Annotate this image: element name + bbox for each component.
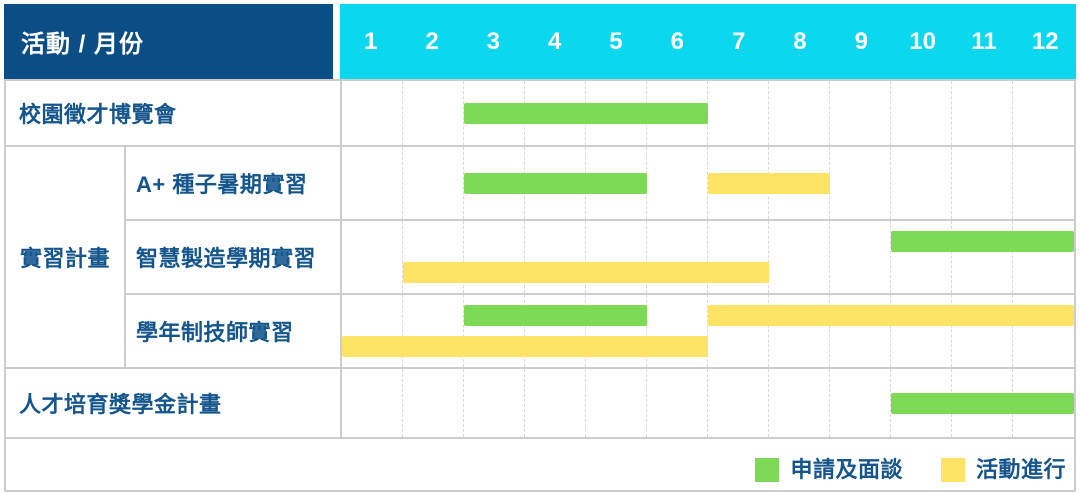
month-label-10: 10 bbox=[909, 27, 936, 55]
month-gridline bbox=[708, 369, 769, 437]
header-row: 活動 / 月份 1 2 3 4 5 6 7 8 9 10 11 12 bbox=[4, 4, 1076, 79]
group-label-text: 實習計畫 bbox=[19, 246, 110, 271]
label-campus-recruitment-fair: 校園徵才博覽會 bbox=[6, 81, 340, 147]
month-gridline bbox=[891, 147, 952, 219]
month-label-1: 1 bbox=[363, 27, 378, 55]
legend-swatch-yellow bbox=[940, 458, 965, 482]
label-smart-manufacturing-semester-internship: 智慧製造學期實習 bbox=[124, 221, 340, 295]
gantt-bar-yellow-m7-m12 bbox=[708, 305, 1074, 326]
month-header-strip: 1 2 3 4 5 6 7 8 9 10 11 12 bbox=[340, 4, 1076, 79]
month-gridline bbox=[586, 369, 647, 437]
month-gridline bbox=[647, 147, 708, 219]
gantt-bar-green-m3-m6 bbox=[464, 103, 708, 124]
month-label-11: 11 bbox=[971, 27, 997, 55]
legend-label-activity-ongoing: 活動進行 bbox=[975, 457, 1066, 482]
month-gridline bbox=[708, 81, 769, 145]
month-gridline bbox=[403, 369, 464, 437]
legend-item-apply-interview: 申請及面談 bbox=[755, 458, 903, 482]
chart-row-talent-scholarship-program bbox=[340, 369, 1074, 439]
month-gridline bbox=[830, 147, 891, 219]
month-gridline bbox=[342, 369, 403, 437]
month-label-4: 4 bbox=[547, 27, 562, 55]
legend-item-activity-ongoing: 活動進行 bbox=[940, 457, 1066, 482]
chart-row-campus-recruitment-fair bbox=[340, 81, 1074, 147]
month-gridline bbox=[525, 369, 586, 437]
legend: 申請及面談 活動進行 bbox=[6, 439, 1074, 490]
month-gridline bbox=[769, 369, 830, 437]
chart-row-academic-year-technician-internship bbox=[340, 295, 1074, 369]
group-label-internship-program: 實習計畫 bbox=[6, 147, 124, 369]
row-label-text: A+ 種子暑期實習 bbox=[136, 172, 308, 197]
month-label-6: 6 bbox=[670, 27, 684, 55]
month-label-2: 2 bbox=[425, 27, 439, 55]
month-gridline bbox=[342, 147, 403, 219]
chart-table: 活動 / 月份 1 2 3 4 5 6 7 8 9 10 11 12 校園徵才博覽會 實習計畫 A+ … bbox=[4, 4, 1076, 492]
table-title: 活動 / 月份 bbox=[21, 31, 145, 58]
activity-month-header-cell: 活動 / 月份 bbox=[4, 4, 333, 79]
label-talent-scholarship-program: 人才培育獎學金計畫 bbox=[6, 369, 340, 439]
month-gridline bbox=[647, 369, 708, 437]
month-label-12: 12 bbox=[1031, 27, 1059, 55]
month-gridline bbox=[464, 369, 525, 437]
row-label-text: 智慧製造學期實習 bbox=[136, 246, 317, 271]
row-label-text: 校園徵才博覽會 bbox=[19, 102, 177, 127]
month-label-9: 9 bbox=[854, 27, 868, 55]
gantt-bar-green-m10-m12 bbox=[891, 393, 1074, 414]
month-label-8: 8 bbox=[793, 27, 807, 55]
month-gridline bbox=[1013, 81, 1074, 145]
month-gridline bbox=[403, 81, 464, 145]
gantt-bar-green-m10-m12 bbox=[891, 231, 1074, 252]
label-aplus-seed-summer-internship: A+ 種子暑期實習 bbox=[124, 147, 340, 221]
legend-swatch-green bbox=[755, 458, 780, 482]
month-label-5: 5 bbox=[609, 27, 623, 55]
month-gridline bbox=[891, 81, 952, 145]
chart-row-aplus-seed-summer-internship bbox=[340, 147, 1074, 221]
month-gridline bbox=[769, 81, 830, 145]
month-gridline bbox=[342, 81, 403, 145]
gantt-bar-yellow-m7-m8 bbox=[708, 173, 830, 194]
month-gridline bbox=[769, 221, 830, 293]
month-label-3: 3 bbox=[486, 27, 500, 55]
month-gridline bbox=[952, 81, 1013, 145]
month-label-7: 7 bbox=[731, 27, 746, 55]
month-gridline bbox=[1013, 147, 1074, 219]
month-gridline bbox=[952, 147, 1013, 219]
gantt-bar-yellow-m1-m6 bbox=[342, 336, 708, 357]
gantt-bar-green-m3-m5 bbox=[464, 305, 647, 326]
gantt-bar-yellow-m2-m7 bbox=[403, 262, 769, 283]
label-academic-year-technician-internship: 學年制技師實習 bbox=[124, 295, 340, 369]
month-gridline bbox=[830, 369, 891, 437]
month-gridline bbox=[342, 221, 403, 293]
row-label-text: 人才培育獎學金計畫 bbox=[19, 392, 222, 417]
month-gridline bbox=[403, 147, 464, 219]
table-body: 校園徵才博覽會 實習計畫 A+ 種子暑期實習 智慧製造學期實習 學年制技師實習 … bbox=[4, 79, 1076, 492]
gantt-bar-green-m3-m5 bbox=[464, 173, 647, 194]
month-gridline bbox=[830, 221, 891, 293]
row-label-text: 學年制技師實習 bbox=[136, 320, 294, 345]
legend-label-apply-interview: 申請及面談 bbox=[790, 457, 903, 482]
month-gridline bbox=[830, 81, 891, 145]
chart-row-smart-manufacturing-semester-internship bbox=[340, 221, 1074, 295]
